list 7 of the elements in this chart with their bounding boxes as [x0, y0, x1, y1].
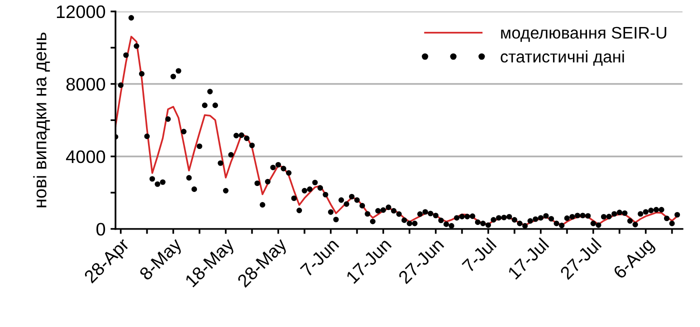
- legend-label: статистичні дані: [500, 50, 624, 66]
- legend-label: моделювання SEIR-U: [501, 26, 666, 42]
- y-tick-label: 8000: [66, 78, 106, 91]
- y-tick-label: 4000: [66, 150, 106, 164]
- y-axis-title: нові випадки на день: [33, 32, 50, 208]
- y-tick-label: 12000: [56, 5, 106, 18]
- y-tick-label: 0: [96, 222, 106, 236]
